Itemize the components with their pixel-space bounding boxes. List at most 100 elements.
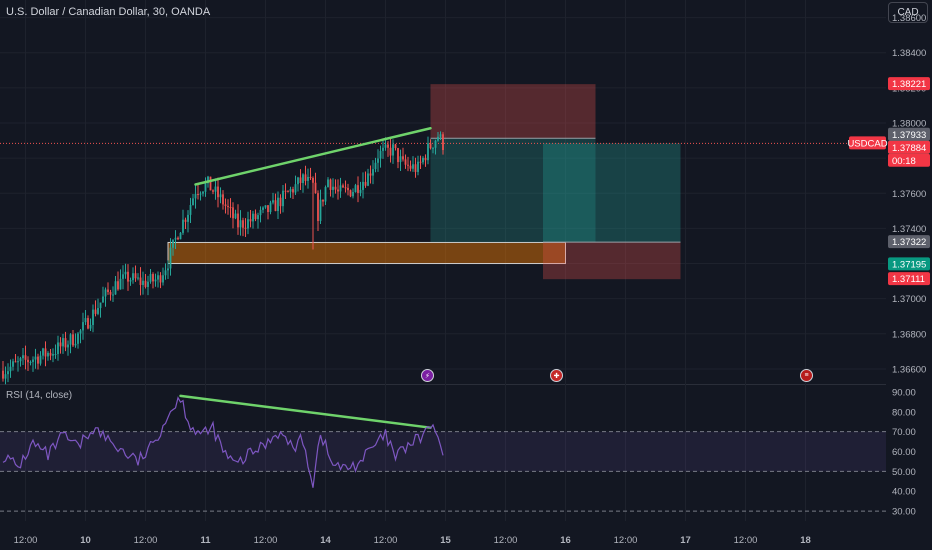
candle xyxy=(89,318,92,331)
candle xyxy=(82,312,84,340)
candle-body xyxy=(147,281,149,288)
rsi-tick-label: 30.00 xyxy=(892,507,916,518)
candlestick-series xyxy=(2,131,444,385)
candle xyxy=(237,204,239,235)
candle xyxy=(427,136,429,165)
candle xyxy=(184,217,187,230)
candle-body xyxy=(27,359,29,363)
candle-body xyxy=(427,143,429,161)
candle xyxy=(397,147,399,169)
candle-body xyxy=(227,205,229,208)
price-tick-label: 1.36800 xyxy=(892,329,926,340)
candle-body xyxy=(137,277,139,279)
candle xyxy=(234,209,237,220)
candle xyxy=(247,211,249,235)
candle xyxy=(212,189,214,195)
candle xyxy=(112,286,114,303)
candle xyxy=(179,231,182,240)
candle xyxy=(172,239,174,256)
candle xyxy=(232,202,234,229)
candle-body xyxy=(144,280,147,288)
candle xyxy=(122,265,124,290)
candle-body xyxy=(102,296,104,303)
candle-body xyxy=(122,274,124,279)
us-flag-icon[interactable]: ≡ xyxy=(800,369,813,382)
candle xyxy=(114,275,117,295)
candle-body xyxy=(249,219,252,222)
candle-body xyxy=(324,187,327,202)
candle-body xyxy=(299,177,302,184)
candle-body xyxy=(194,194,197,199)
candle xyxy=(52,348,54,363)
position-zones[interactable] xyxy=(0,84,886,280)
candle xyxy=(14,353,17,363)
candle xyxy=(144,273,147,289)
candle-body xyxy=(152,274,154,282)
candle-body xyxy=(284,190,287,192)
candle xyxy=(292,186,294,200)
lightning-icon[interactable]: ⚡ xyxy=(421,369,434,382)
price-label-text: 1.37322 xyxy=(892,237,926,248)
candle-body xyxy=(384,144,387,148)
candle-body xyxy=(154,279,157,282)
candle-body xyxy=(232,207,234,219)
candle xyxy=(437,131,439,142)
time-tick-label: 12:00 xyxy=(14,535,38,546)
candle-body xyxy=(12,361,14,367)
candle-body xyxy=(269,202,272,213)
rsi-axis[interactable]: 30.00 40.00 50.00 60.00 70.00 80.00 90.00 xyxy=(892,387,916,517)
candle xyxy=(59,337,62,354)
candle-body xyxy=(92,309,94,325)
candle-body xyxy=(142,280,144,285)
candle xyxy=(399,149,402,172)
candle-body xyxy=(204,183,207,192)
candle xyxy=(99,302,102,318)
candle-body xyxy=(212,190,214,192)
candle xyxy=(344,180,347,193)
candle xyxy=(294,175,297,196)
price-label-bg xyxy=(888,127,930,141)
currency-button[interactable]: CAD xyxy=(888,2,928,23)
candle xyxy=(74,333,77,348)
candle-body xyxy=(402,156,404,160)
candle-body xyxy=(244,227,247,229)
candle xyxy=(262,206,264,214)
candle-body xyxy=(207,176,209,184)
price-label-bg xyxy=(888,257,930,271)
price-label: 00:18 xyxy=(888,153,930,167)
candle xyxy=(219,187,222,204)
time-tick-label: 12:00 xyxy=(614,535,638,546)
candle xyxy=(169,238,172,276)
candle-body xyxy=(437,136,439,141)
candle-body xyxy=(202,191,204,194)
candle xyxy=(347,183,349,196)
candle xyxy=(192,194,194,206)
candle-body xyxy=(89,324,92,329)
candle xyxy=(137,273,139,281)
price-axis[interactable]: 1.366001.368001.370001.372001.374001.376… xyxy=(892,13,926,375)
candle xyxy=(442,132,444,155)
candle-body xyxy=(134,273,137,279)
candle-body xyxy=(187,214,189,222)
trendlines[interactable] xyxy=(179,127,432,429)
candle-body xyxy=(344,187,347,189)
candle-body xyxy=(22,355,24,359)
candle-body xyxy=(379,150,382,159)
candle xyxy=(327,177,329,188)
candle-body xyxy=(302,174,304,184)
candle xyxy=(404,154,407,169)
candle xyxy=(227,199,229,215)
canada-flag-icon[interactable]: ✚ xyxy=(550,369,563,382)
rsi-title: RSI (14, close) xyxy=(6,390,73,401)
candle-body xyxy=(297,177,299,185)
candle xyxy=(332,178,334,198)
candle-body xyxy=(322,199,324,202)
price-label-text: 1.37884 xyxy=(892,143,926,154)
short-stop-zone xyxy=(430,84,596,139)
candle xyxy=(352,188,354,199)
time-tick-label: 16 xyxy=(560,535,571,546)
candle-body xyxy=(309,176,312,179)
time-axis[interactable]: 12:00 10 12:00 11 12:00 14 12:00 15 12:00 16 12:00… xyxy=(14,535,811,546)
candle xyxy=(132,267,134,284)
